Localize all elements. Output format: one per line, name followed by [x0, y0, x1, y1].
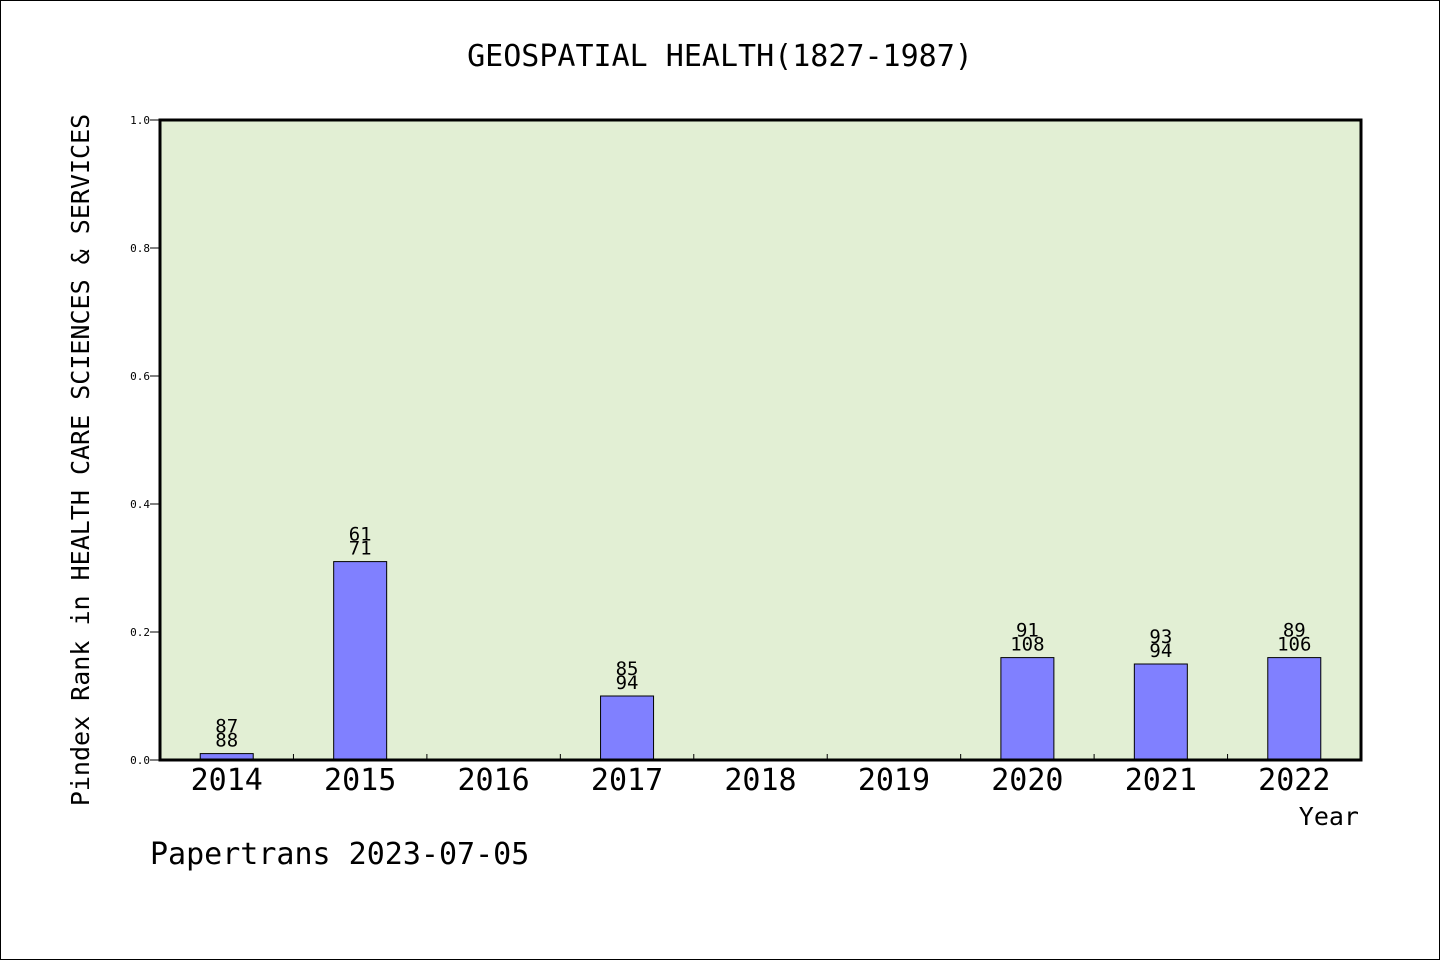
bar-label-bottom: 71	[349, 538, 372, 560]
bar-label-bottom: 94	[1149, 640, 1172, 662]
plot-border	[158, 118, 1363, 762]
y-tick-label: 0.0	[130, 754, 150, 767]
x-axis-label: Year	[1299, 802, 1359, 831]
bar-label-top: 91	[1016, 620, 1039, 642]
y-tick-label: 0.6	[130, 370, 150, 383]
bar-label-bottom: 108	[1010, 634, 1044, 656]
bar-label-bottom: 94	[616, 672, 639, 694]
y-tick-label: 1.0	[130, 114, 150, 127]
bar-label-bottom: 106	[1277, 634, 1311, 656]
bar-label-top: 89	[1283, 620, 1306, 642]
y-tick-label: 0.8	[130, 242, 150, 255]
bar-label-bottom: 88	[215, 730, 238, 752]
x-tick-label: 2014	[191, 763, 263, 798]
chart-title: GEOSPATIAL HEALTH(1827-1987)	[467, 39, 973, 74]
x-tick-label: 2022	[1258, 763, 1330, 798]
x-tick-label: 2020	[991, 763, 1063, 798]
bar-label-top: 61	[349, 524, 372, 546]
x-tick-label: 2018	[724, 763, 796, 798]
x-tick-label: 2019	[858, 763, 930, 798]
x-tick-label: 2017	[591, 763, 663, 798]
y-tick-label: 0.2	[130, 626, 150, 639]
bar-label-top: 85	[616, 658, 639, 680]
footer-credit: Papertrans 2023-07-05	[150, 837, 529, 872]
bar	[1133, 663, 1188, 761]
bar	[1267, 657, 1322, 761]
x-tick-label: 2015	[324, 763, 396, 798]
bar	[333, 561, 388, 761]
bar	[600, 695, 655, 761]
x-tick-label: 2016	[457, 763, 529, 798]
y-axis-label: Pindex Rank in HEALTH CARE SCIENCES & SE…	[66, 114, 95, 806]
bar-label-top: 87	[215, 716, 238, 738]
bar	[1000, 657, 1055, 761]
x-tick-label: 2021	[1125, 763, 1197, 798]
y-tick-label: 0.4	[130, 498, 150, 511]
bar-label-top: 93	[1149, 626, 1172, 648]
